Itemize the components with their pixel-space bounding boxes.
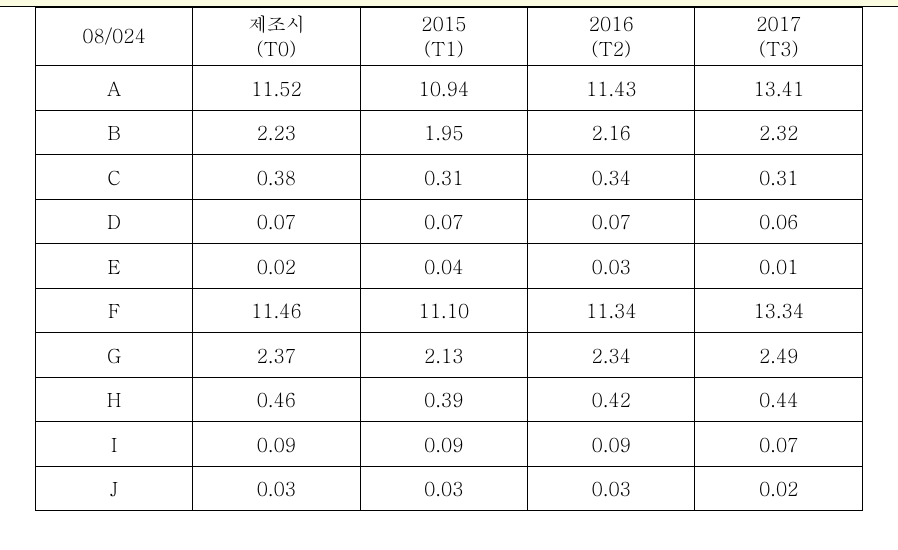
table-cell-t3: 0.31 (695, 155, 863, 200)
table-cell-t3: 2.32 (695, 110, 863, 155)
table-cell-t3: 2.49 (695, 333, 863, 378)
table-cell-t0: 11.52 (193, 66, 360, 111)
table-cell-t0: 0.09 (193, 422, 360, 467)
table-cell-t2: 11.34 (528, 288, 695, 333)
table-cell-label: C (36, 155, 193, 200)
header-t3-line1: 2017 (695, 12, 862, 37)
table-row: I0.090.090.090.07 (36, 422, 863, 467)
table-cell-label: E (36, 244, 193, 289)
header-id-line1: 08/024 (36, 24, 192, 49)
table-cell-label: J (36, 466, 193, 511)
header-t3-line2: (T3) (695, 37, 862, 62)
table-cell-t3: 0.02 (695, 466, 863, 511)
table-row: F11.4611.1011.3413.34 (36, 288, 863, 333)
table-cell-label: D (36, 199, 193, 244)
table-cell-t0: 0.03 (193, 466, 360, 511)
table-cell-t3: 13.41 (695, 66, 863, 111)
table-cell-t1: 1.95 (360, 110, 527, 155)
table-row: D0.070.070.070.06 (36, 199, 863, 244)
table-cell-t1: 0.04 (360, 244, 527, 289)
table-cell-label: F (36, 288, 193, 333)
table-cell-t2: 2.34 (528, 333, 695, 378)
table-cell-t2: 0.42 (528, 377, 695, 422)
table-cell-t1: 0.31 (360, 155, 527, 200)
data-table: 08/024 제조시 (T0) 2015 (T1) (35, 7, 863, 511)
header-cell-t2: 2016 (T2) (528, 8, 695, 66)
table-cell-label: G (36, 333, 193, 378)
table-cell-t1: 11.10 (360, 288, 527, 333)
header-t1-line1: 2015 (361, 12, 527, 37)
table-cell-t1: 2.13 (360, 333, 527, 378)
table-cell-label: A (36, 66, 193, 111)
table-row: C0.380.310.340.31 (36, 155, 863, 200)
table-cell-t0: 0.38 (193, 155, 360, 200)
table-cell-t2: 0.03 (528, 466, 695, 511)
table-cell-t0: 0.02 (193, 244, 360, 289)
table-cell-t0: 2.23 (193, 110, 360, 155)
table-cell-t2: 2.16 (528, 110, 695, 155)
table-body: 08/024 제조시 (T0) 2015 (T1) (36, 8, 863, 511)
table-cell-label: I (36, 422, 193, 467)
table-cell-t1: 0.09 (360, 422, 527, 467)
table-row: J0.030.030.030.02 (36, 466, 863, 511)
table-row: A11.5210.9411.4313.41 (36, 66, 863, 111)
table-cell-t2: 0.34 (528, 155, 695, 200)
table-row: E0.020.040.030.01 (36, 244, 863, 289)
table-cell-t3: 0.01 (695, 244, 863, 289)
table-cell-label: B (36, 110, 193, 155)
table-cell-t0: 11.46 (193, 288, 360, 333)
table-container: 08/024 제조시 (T0) 2015 (T1) (0, 7, 898, 511)
table-cell-t2: 0.03 (528, 244, 695, 289)
table-cell-t3: 13.34 (695, 288, 863, 333)
table-row: H0.460.390.420.44 (36, 377, 863, 422)
header-cell-t1: 2015 (T1) (360, 8, 527, 66)
header-t0-line2: (T0) (193, 37, 359, 62)
table-cell-t0: 2.37 (193, 333, 360, 378)
header-cell-t3: 2017 (T3) (695, 8, 863, 66)
header-cell-t0: 제조시 (T0) (193, 8, 360, 66)
table-cell-t1: 0.39 (360, 377, 527, 422)
table-row: G2.372.132.342.49 (36, 333, 863, 378)
table-cell-t2: 11.43 (528, 66, 695, 111)
header-cell-id: 08/024 (36, 8, 193, 66)
table-cell-t3: 0.44 (695, 377, 863, 422)
header-t1-line2: (T1) (361, 37, 527, 62)
table-row: B2.231.952.162.32 (36, 110, 863, 155)
table-cell-t1: 0.07 (360, 199, 527, 244)
table-cell-t1: 0.03 (360, 466, 527, 511)
table-cell-label: H (36, 377, 193, 422)
table-cell-t2: 0.09 (528, 422, 695, 467)
table-cell-t0: 0.07 (193, 199, 360, 244)
top-strip (0, 0, 898, 7)
table-cell-t2: 0.07 (528, 199, 695, 244)
table-cell-t1: 10.94 (360, 66, 527, 111)
table-header-row: 08/024 제조시 (T0) 2015 (T1) (36, 8, 863, 66)
table-cell-t3: 0.07 (695, 422, 863, 467)
header-t2-line2: (T2) (528, 37, 694, 62)
table-cell-t0: 0.46 (193, 377, 360, 422)
header-t2-line1: 2016 (528, 12, 694, 37)
header-t0-line1: 제조시 (193, 12, 359, 37)
table-cell-t3: 0.06 (695, 199, 863, 244)
